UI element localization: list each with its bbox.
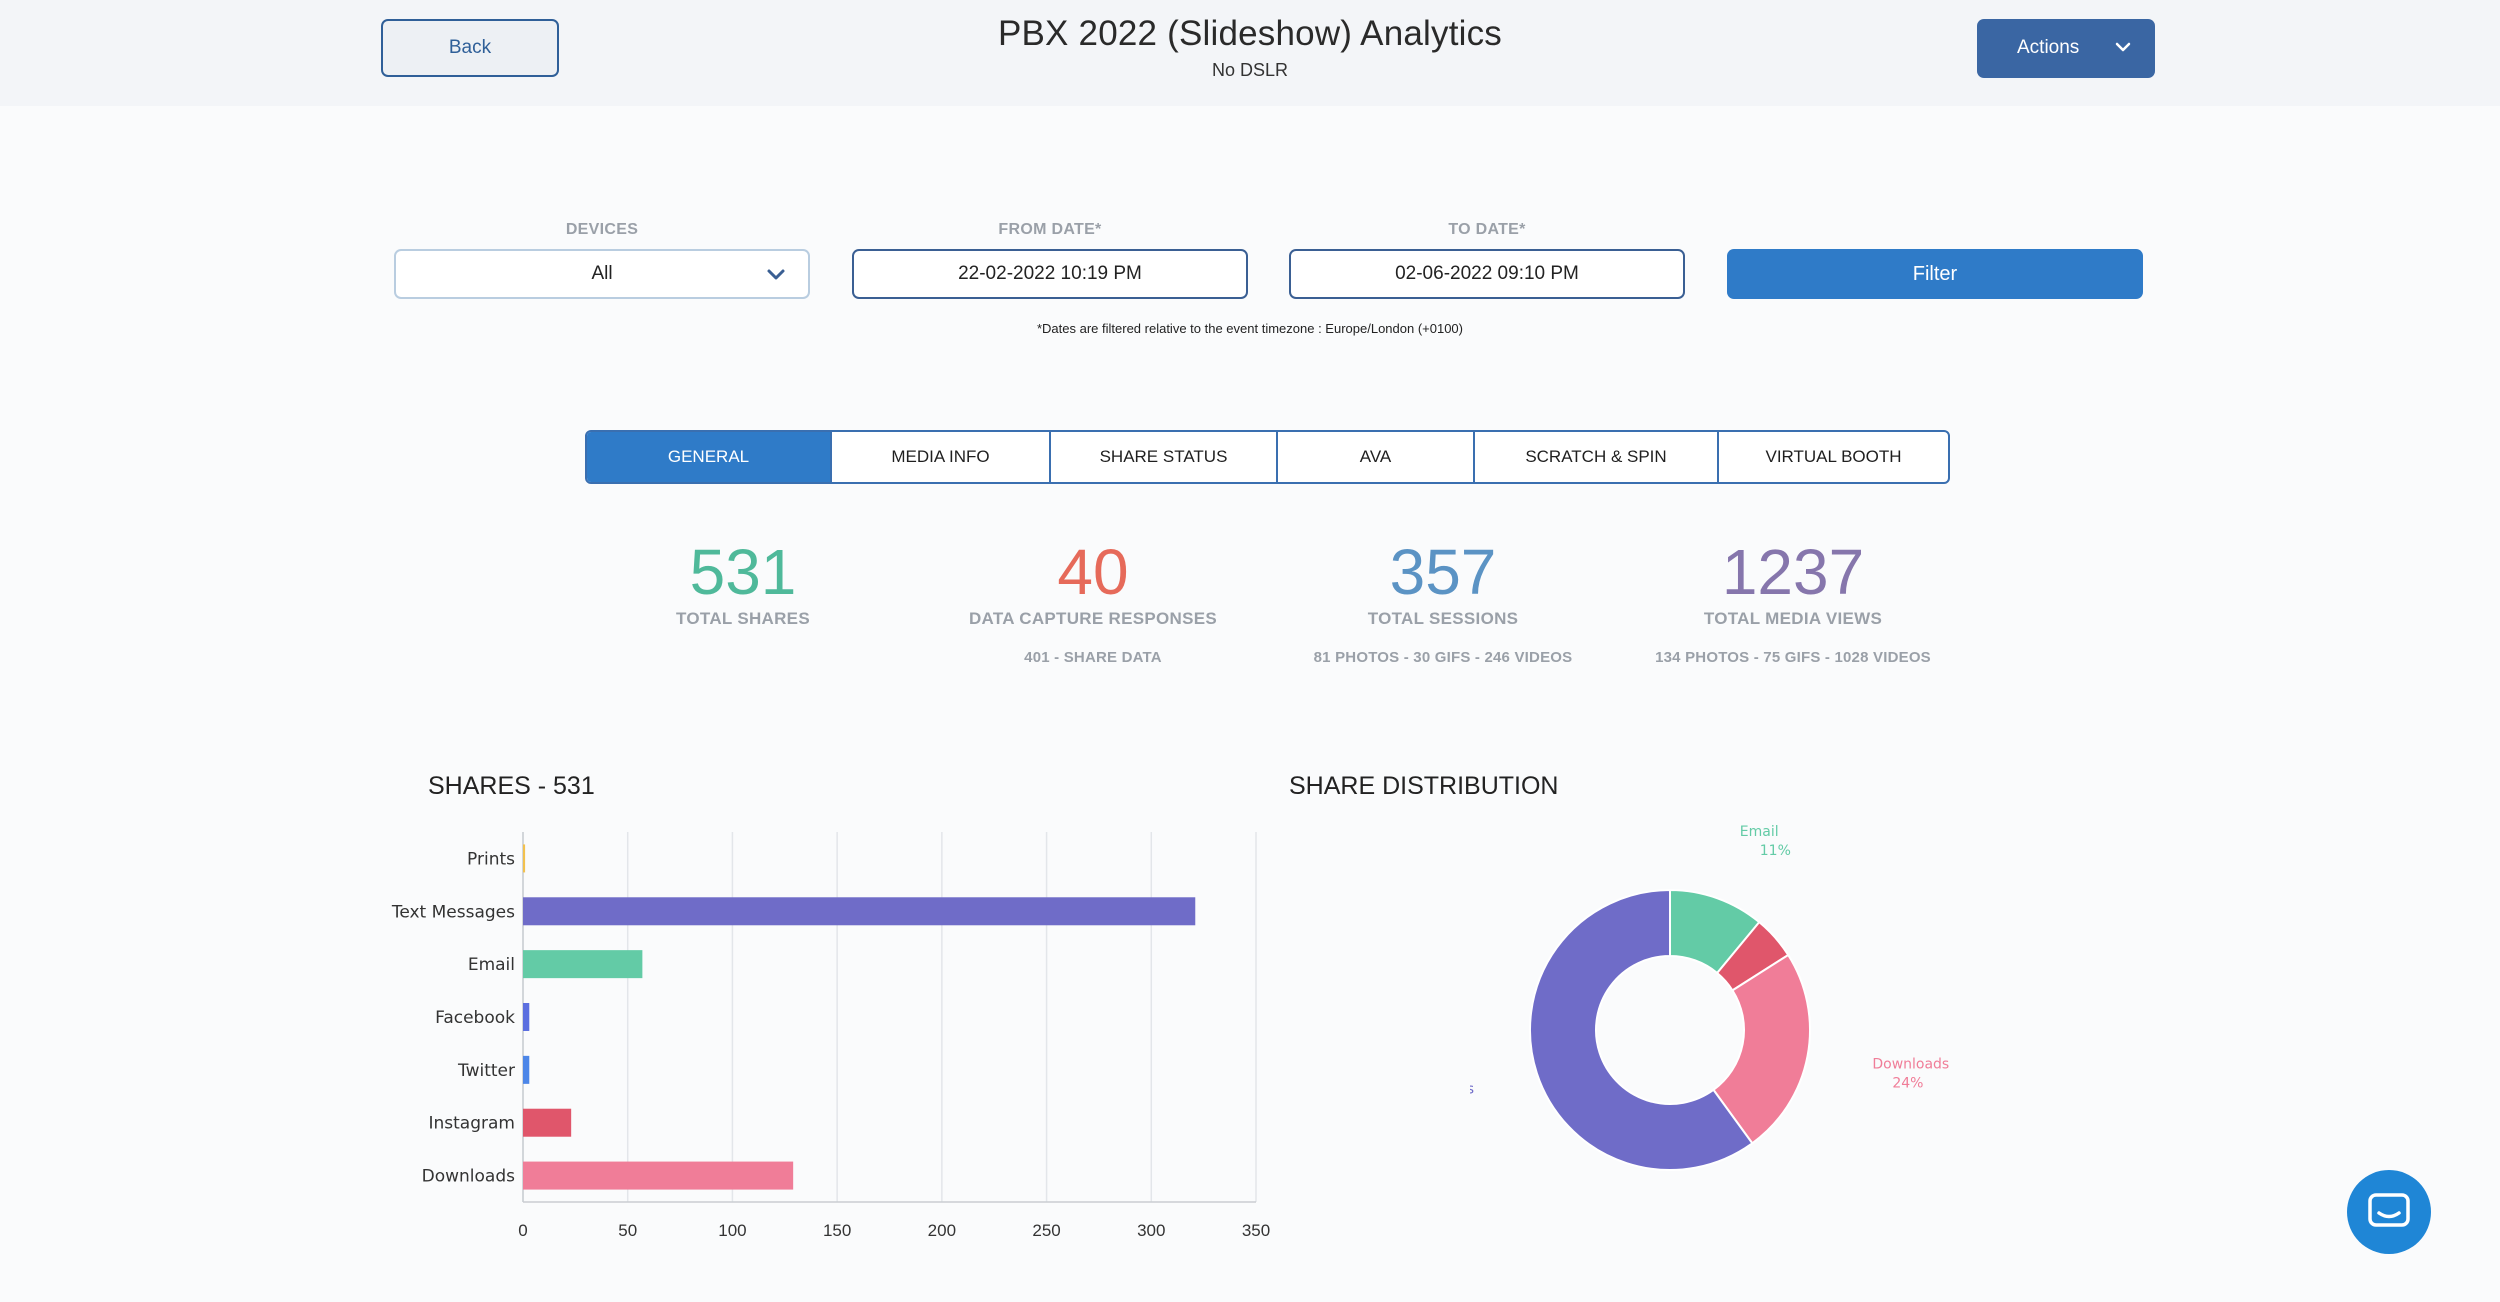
y-tick-label: Facebook [435,1008,515,1028]
y-tick-label: Twitter [457,1061,515,1081]
page-title: PBX 2022 (Slideshow) Analytics [997,14,1503,53]
page-header: Back PBX 2022 (Slideshow) Analytics No D… [0,0,2500,106]
slice-downloads [1712,953,1811,1145]
stat-label: TOTAL SHARES [676,609,810,628]
chevron-down-icon [767,269,785,280]
tab-share-status[interactable]: SHARE STATUS [1049,432,1276,482]
y-tick-label: Downloads [422,1167,516,1187]
x-tick-label: 0 [518,1221,527,1240]
back-button[interactable]: Back [381,19,559,77]
y-tick-label: Prints [467,849,515,869]
chat-icon [2368,1193,2410,1227]
bar-instagram [523,1108,572,1137]
stat-total-sessions: 357 TOTAL SESSIONS 81 PHOTOS - 30 GIFS -… [1273,535,1613,666]
bar-text-messages [523,897,1196,926]
bar-prints [523,844,526,873]
stat-label: TOTAL MEDIA VIEWS [1703,609,1883,628]
x-tick-label: 50 [618,1221,637,1240]
from-date-label: FROM DATE* [998,221,1102,238]
slice-percent: 11% [1760,843,1791,859]
y-tick-label: Instagram [429,1114,516,1134]
tab-ava[interactable]: AVA [1276,432,1473,482]
slice-texts [1529,888,1754,1171]
stat-value: 357 [1389,536,1497,608]
stat-data-capture: 40 DATA CAPTURE RESPONSES 401 - SHARE DA… [923,535,1263,666]
x-tick-label: 350 [1242,1221,1270,1240]
tab-virtual-booth[interactable]: VIRTUAL BOOTH [1717,432,1948,482]
tab-scratch-spin[interactable]: SCRATCH & SPIN [1473,432,1717,482]
tab-media-info[interactable]: MEDIA INFO [830,432,1049,482]
shares-bar-chart: 0 50 100 150 200 250 300 350 Prints Text Messages… [391,832,1270,1240]
stat-total-media-views: 1237 TOTAL MEDIA VIEWS 134 PHOTOS - 75 G… [1623,535,1963,666]
to-date-label: TO DATE* [1448,221,1526,238]
timezone-note: *Dates are filtered relative to the even… [1036,321,1463,336]
from-date-value: 22-02-2022 10:19 PM [958,263,1142,284]
to-date-value: 02-06-2022 09:10 PM [1395,263,1579,284]
stat-sub: 134 PHOTOS - 75 GIFS - 1028 VIDEOS [1655,649,1931,666]
page-subtitle: No DSLR [1211,60,1289,80]
actions-label: Actions [2017,37,2080,58]
stat-value: 1237 [1721,536,1865,608]
slice-label: Email [1740,824,1779,840]
y-tick-label: Text Messages [391,902,515,922]
slice-label: Texts [1470,1082,1474,1098]
actions-button[interactable]: Actions [1977,19,2155,78]
devices-select[interactable]: All [394,249,810,299]
stat-sub: 401 - SHARE DATA [1024,649,1162,666]
slice-percent: 24% [1892,1076,1923,1092]
tab-general[interactable]: GENERAL [587,432,830,482]
x-tick-label: 100 [718,1221,746,1240]
stat-label: TOTAL SESSIONS [1367,609,1519,628]
slice-label: Downloads [1872,1057,1949,1073]
chat-button[interactable] [2347,1170,2431,1254]
x-tick-label: 250 [1032,1221,1060,1240]
filter-button[interactable]: Filter [1727,249,2143,299]
stat-label: DATA CAPTURE RESPONSES [968,609,1218,628]
stat-sub: 81 PHOTOS - 30 GIFS - 246 VIDEOS [1313,649,1573,666]
x-tick-label: 150 [823,1221,851,1240]
to-date-input[interactable]: 02-06-2022 09:10 PM [1289,249,1685,299]
stat-value: 40 [1057,536,1129,608]
analytics-tabs: GENERAL MEDIA INFO SHARE STATUS AVA SCRA… [585,430,1950,484]
devices-value: All [591,263,613,284]
bar-email [523,950,643,979]
chevron-down-icon [2115,42,2131,52]
bar-twitter [523,1055,530,1084]
share-distribution-title: SHARE DISTRIBUTION [1289,772,1559,800]
stat-total-shares: 531 TOTAL SHARES [573,535,913,629]
from-date-input[interactable]: 22-02-2022 10:19 PM [852,249,1248,299]
shares-chart-title: SHARES - 531 [428,772,595,800]
x-tick-label: 300 [1137,1221,1165,1240]
devices-label: DEVICES [565,221,639,238]
bar-facebook [523,1003,530,1031]
stat-value: 531 [689,536,797,608]
bar-downloads [523,1161,794,1190]
y-tick-label: Email [468,955,515,975]
x-tick-label: 200 [928,1221,956,1240]
